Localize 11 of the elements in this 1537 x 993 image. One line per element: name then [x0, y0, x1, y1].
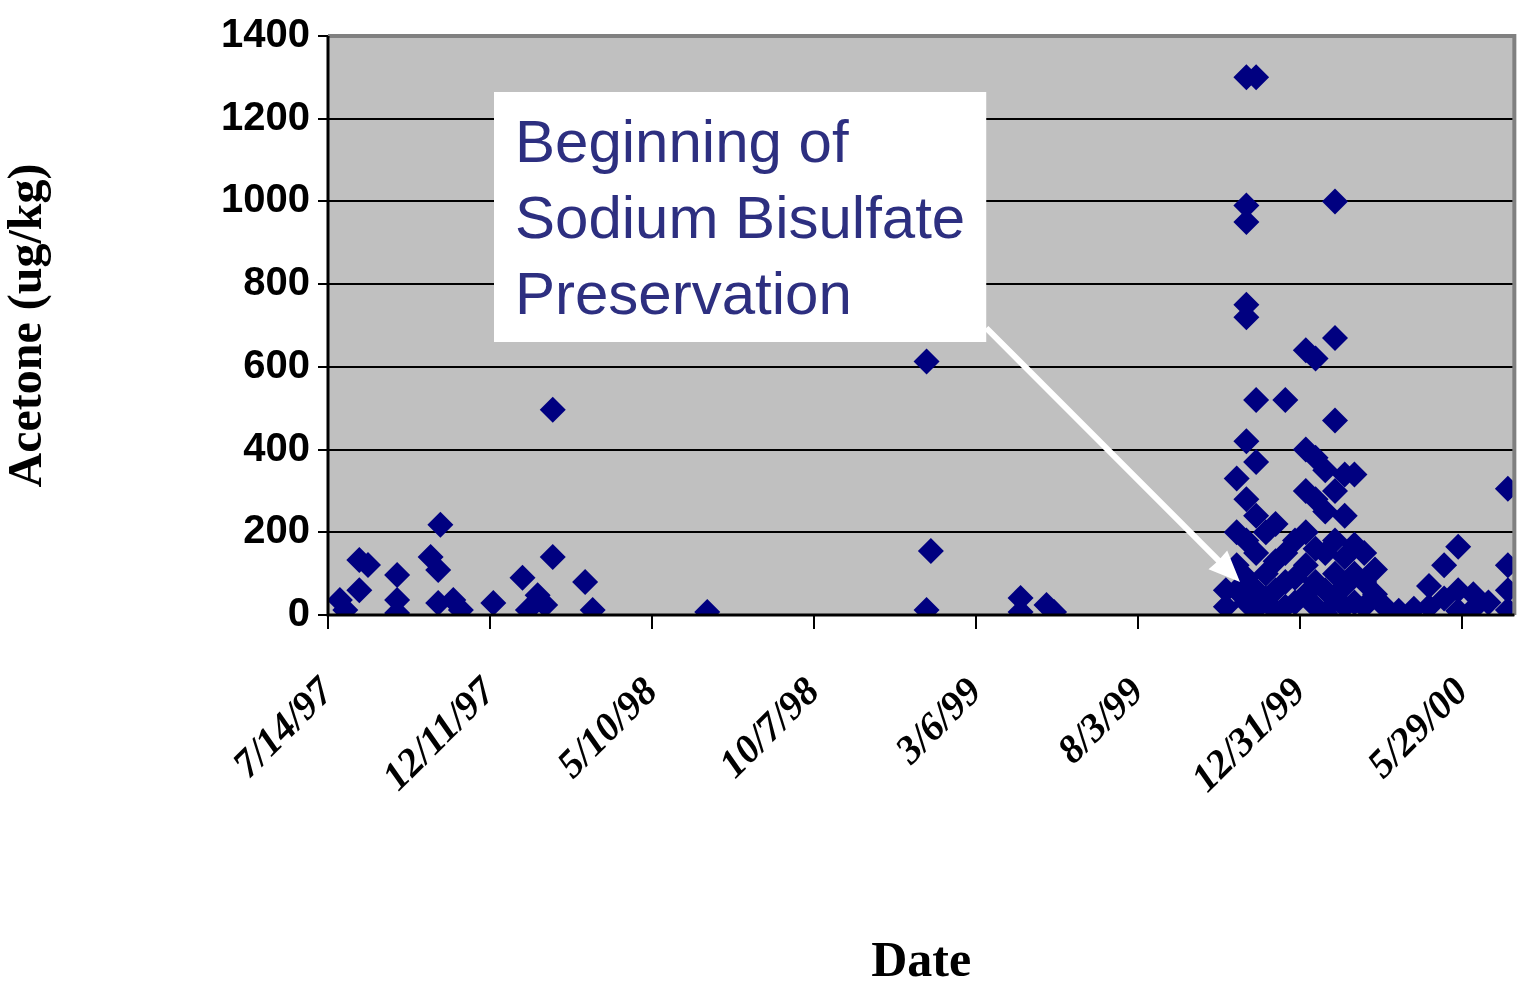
y-axis-title: Acetone (ug/kg) [0, 163, 53, 488]
y-tick-label: 200 [243, 507, 310, 552]
y-tick-label: 1000 [221, 176, 310, 221]
y-tick-label: 600 [243, 341, 310, 386]
annotation: Beginning of Sodium Bisulfate Preservation [515, 108, 966, 327]
y-tick-label: 0 [287, 590, 310, 635]
x-axis-title: Date [871, 930, 972, 987]
y-tick-label: 400 [243, 424, 310, 469]
y-tick-label: 800 [243, 259, 310, 304]
y-tick-label: 1200 [221, 93, 310, 138]
y-tick-label: 1400 [221, 11, 310, 56]
